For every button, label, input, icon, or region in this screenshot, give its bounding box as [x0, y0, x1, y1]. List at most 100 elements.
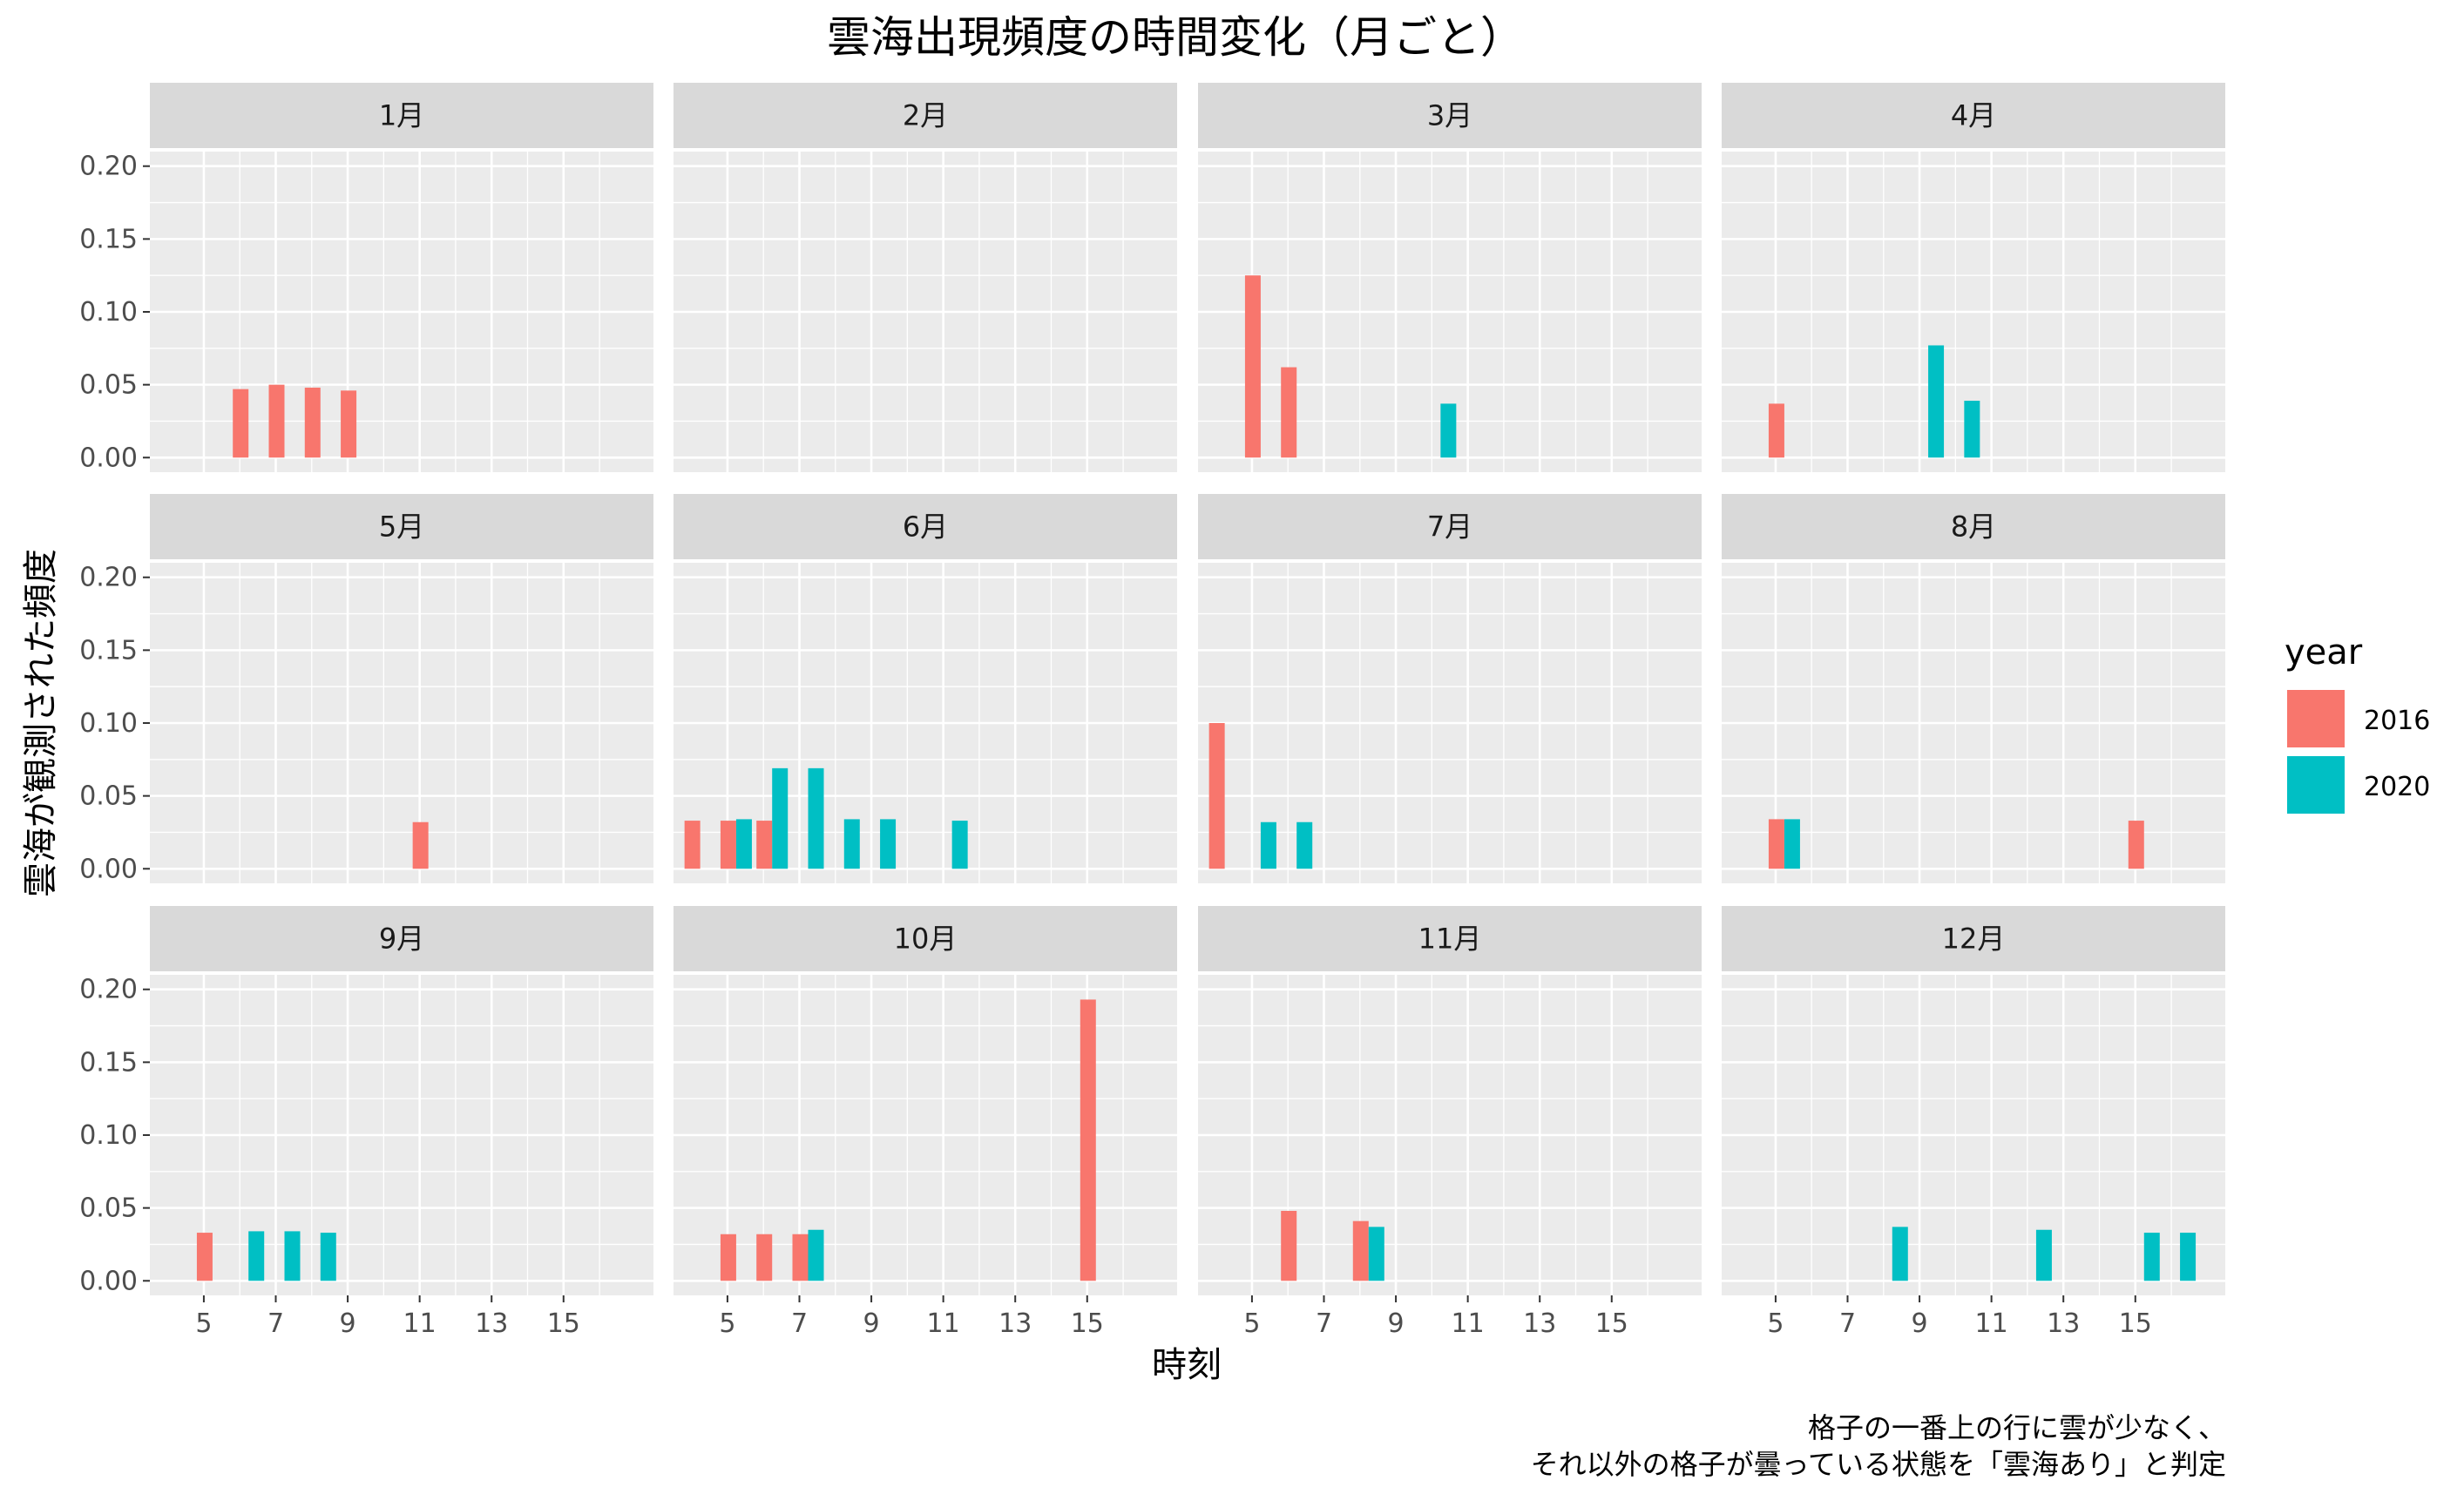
- facet-panels: 1月 0.00 0.05 0.10 0.15 0.20 2月 3月 4月 5月 0.00 0.05 0.…: [79, 83, 2225, 1339]
- x-tick-label: 11: [1452, 1308, 1485, 1339]
- x-axis-title: 時刻: [1152, 1345, 1222, 1385]
- bar-2016: [304, 387, 321, 458]
- facet-strip-label: 4月: [1951, 99, 1996, 132]
- x-tick-label: 9: [863, 1308, 880, 1339]
- bar-2016: [412, 821, 429, 869]
- y-tick-label: 0.05: [79, 781, 138, 812]
- bar-2020: [1296, 821, 1313, 869]
- x-tick-label: 11: [927, 1308, 960, 1339]
- caption-line-1: 格子の一番上の行に雲が少なく、: [1808, 1411, 2226, 1444]
- legend: year 2016 2020: [2285, 632, 2430, 814]
- bar-2020: [1260, 821, 1276, 869]
- x-tick-label: 11: [1975, 1308, 2008, 1339]
- bar-2016: [720, 1234, 736, 1281]
- facet-panel: 10月 5 7 9 11 13 15: [674, 906, 1177, 1339]
- facet-panel: 12月 5 7 9 11 13 15: [1722, 906, 2225, 1339]
- bar-2020: [2143, 1233, 2160, 1281]
- facet-panel: 11月 5 7 9 11 13 15: [1198, 906, 1702, 1339]
- facet-panel: 1月 0.00 0.05 0.10 0.15 0.20: [79, 83, 653, 473]
- x-tick-label: 13: [2047, 1308, 2080, 1339]
- facet-strip: [1198, 906, 1702, 971]
- bar-2020: [1368, 1227, 1384, 1281]
- y-tick-label: 0.20: [79, 152, 138, 182]
- caption-line-2: それ以外の格子が曇っている状態を「雲海あり」と判定: [1531, 1448, 2226, 1481]
- x-tick-label: 5: [719, 1308, 735, 1339]
- facet-strip-label: 11月: [1418, 923, 1482, 956]
- facet-strip: [1198, 494, 1702, 559]
- bar-2016: [1352, 1220, 1369, 1281]
- bar-2016: [1208, 723, 1225, 869]
- bar-2016: [196, 1233, 213, 1281]
- bar-2016: [756, 821, 773, 869]
- facet-strip-label: 9月: [379, 923, 424, 956]
- bar-2020: [843, 819, 860, 869]
- x-tick-label: 5: [195, 1308, 212, 1339]
- bar-2016: [756, 1234, 773, 1281]
- y-axis-title: 雲海が観測された頻度: [21, 549, 61, 897]
- facet-strip: [150, 83, 653, 148]
- legend-title: year: [2285, 632, 2363, 673]
- bar-2020: [1928, 345, 1945, 458]
- x-tick-label: 7: [1839, 1308, 1856, 1339]
- bar-2016: [1281, 1210, 1297, 1281]
- bar-2020: [808, 767, 824, 869]
- bar-2016: [233, 389, 249, 458]
- x-tick-label: 15: [1071, 1308, 1104, 1339]
- x-tick-label: 15: [547, 1308, 580, 1339]
- facet-strip: [1722, 906, 2225, 971]
- facet-panel: 5月 0.00 0.05 0.10 0.15 0.20: [79, 494, 653, 884]
- y-tick-label: 0.15: [79, 635, 138, 666]
- bar-2020: [1784, 819, 1800, 869]
- y-tick-label: 0.10: [79, 297, 138, 328]
- x-tick-label: 13: [998, 1308, 1032, 1339]
- chart-title: 雲海出現頻度の時間変化（月ごと）: [827, 12, 1524, 63]
- facet-strip-label: 7月: [1427, 510, 1472, 544]
- y-tick-label: 0.10: [79, 708, 138, 739]
- bar-2020: [1892, 1227, 1908, 1281]
- y-tick-label: 0.05: [79, 370, 138, 401]
- x-tick-label: 5: [1243, 1308, 1260, 1339]
- facet-strip-label: 2月: [903, 99, 948, 132]
- bar-2016: [268, 384, 285, 458]
- facet-strip-label: 12月: [1942, 923, 2006, 956]
- x-tick-label: 9: [1388, 1308, 1405, 1339]
- y-tick-label: 0.05: [79, 1193, 138, 1224]
- facet-strip-label: 10月: [894, 923, 958, 956]
- bar-2020: [735, 819, 752, 869]
- y-tick-label: 0.15: [79, 224, 138, 254]
- y-tick-label: 0.20: [79, 975, 138, 1005]
- bar-2016: [684, 821, 701, 869]
- facet-panel: 2月: [674, 83, 1177, 472]
- facet-panel: 3月: [1198, 83, 1702, 472]
- facet-strip-label: 6月: [903, 510, 948, 544]
- facet-strip: [150, 494, 653, 559]
- facet-panel: 7月: [1198, 494, 1702, 883]
- bar-2020: [1440, 403, 1457, 458]
- facet-strip: [1722, 494, 2225, 559]
- y-tick-label: 0.00: [79, 1266, 138, 1296]
- x-tick-label: 11: [403, 1308, 437, 1339]
- facet-strip-label: 8月: [1951, 510, 1996, 544]
- bar-2020: [772, 767, 789, 869]
- bar-2020: [880, 819, 897, 869]
- x-tick-label: 15: [1595, 1308, 1628, 1339]
- y-tick-label: 0.00: [79, 854, 138, 884]
- x-tick-label: 9: [1912, 1308, 1928, 1339]
- bar-2016: [2128, 821, 2144, 869]
- facet-panel: 4月: [1722, 83, 2225, 472]
- y-tick-label: 0.20: [79, 563, 138, 593]
- bar-2016: [341, 390, 357, 458]
- facet-strip: [674, 494, 1177, 559]
- x-tick-label: 13: [1523, 1308, 1556, 1339]
- legend-label-2016: 2016: [2364, 706, 2430, 736]
- bar-2016: [720, 821, 736, 869]
- bar-2016: [1768, 819, 1784, 869]
- y-tick-label: 0.00: [79, 443, 138, 473]
- y-tick-label: 0.15: [79, 1047, 138, 1078]
- facet-panel: 8月: [1722, 494, 2225, 883]
- bar-2016: [1244, 275, 1261, 458]
- facet-strip: [674, 906, 1177, 971]
- facet-panel: 6月: [674, 494, 1177, 883]
- legend-label-2020: 2020: [2364, 772, 2430, 802]
